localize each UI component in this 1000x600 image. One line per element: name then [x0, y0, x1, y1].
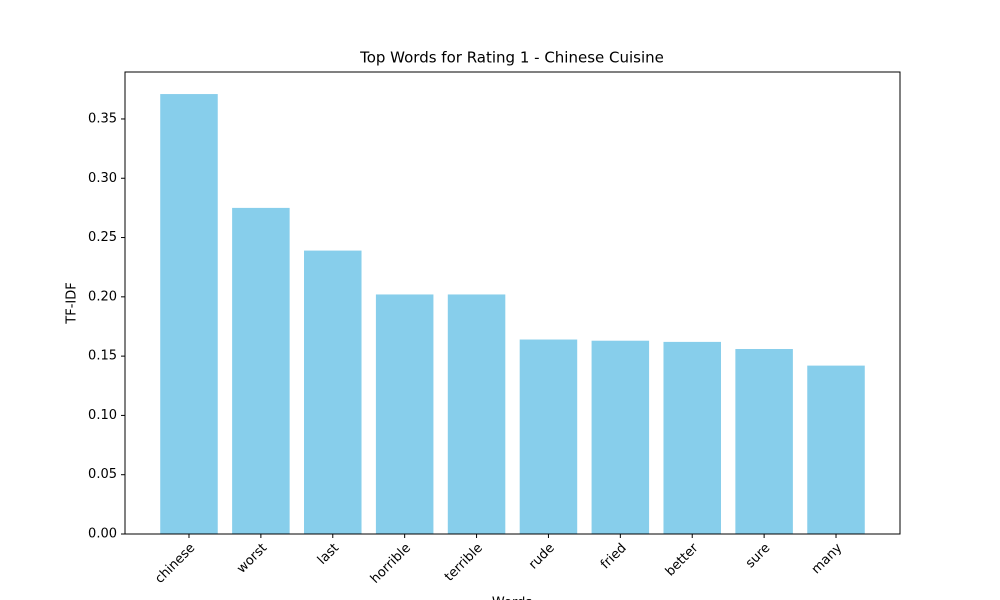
y-tick-label: 0.20	[88, 289, 117, 304]
bar	[591, 340, 650, 534]
bar	[375, 294, 434, 534]
bar	[160, 94, 218, 535]
bar	[519, 339, 578, 534]
y-tick-label: 0.00	[88, 527, 117, 542]
y-tick-label: 0.15	[88, 349, 117, 364]
y-tick-label: 0.30	[88, 171, 117, 186]
bar	[232, 207, 290, 534]
y-tick-label: 0.10	[88, 408, 117, 423]
y-tick-label: 0.05	[88, 467, 117, 482]
chart-title: Top Words for Rating 1 - Chinese Cuisine	[359, 49, 664, 67]
y-tick-label: 0.25	[88, 230, 117, 245]
bar	[735, 349, 793, 534]
bar	[304, 250, 362, 534]
bar	[663, 341, 721, 534]
plot-frame	[124, 71, 901, 535]
bar	[447, 294, 506, 534]
x-axis-label: Words	[492, 596, 532, 600]
y-tick-label: 0.35	[88, 111, 117, 126]
bar	[807, 365, 865, 534]
y-axis-label: TF-IDF	[65, 282, 80, 324]
